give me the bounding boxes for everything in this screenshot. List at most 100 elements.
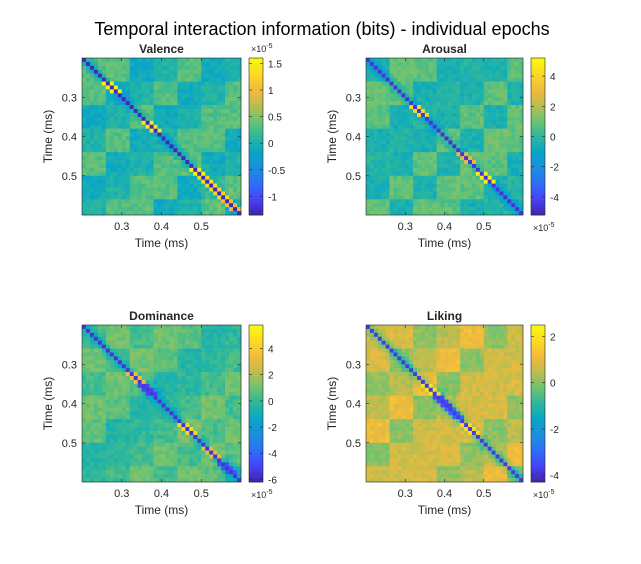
heatmap-cell: [401, 112, 406, 118]
heatmap-cell: [420, 109, 426, 114]
heatmap-cell: [105, 199, 111, 204]
heatmap-cell: [169, 132, 174, 137]
heatmap-cell: [121, 105, 127, 110]
heatmap-cell: [213, 179, 218, 184]
heatmap-cell: [145, 379, 150, 385]
heatmap-cell: [129, 109, 134, 114]
heatmap-cell: [471, 97, 477, 102]
heatmap-cell: [97, 199, 103, 204]
heatmap-cell: [105, 352, 111, 357]
heatmap-cell: [436, 175, 441, 180]
heatmap-cell: [161, 124, 166, 129]
heatmap-cell: [101, 454, 107, 459]
heatmap-cell: [137, 81, 142, 86]
heatmap-cell: [409, 191, 414, 196]
colorbar-segment: [531, 138, 545, 142]
heatmap-cell: [117, 160, 123, 165]
heatmap-cell: [105, 160, 111, 165]
heatmap-cell: [153, 207, 158, 212]
heatmap-cell: [209, 360, 214, 365]
heatmap-cell: [405, 89, 410, 94]
heatmap-cell: [456, 93, 461, 98]
heatmap-cell: [161, 167, 166, 173]
heatmap-cell: [229, 419, 234, 424]
heatmap-cell: [117, 109, 123, 114]
heatmap-cell: [181, 211, 186, 216]
heatmap-cell: [85, 344, 91, 349]
heatmap-cell: [460, 179, 465, 184]
heatmap-cell: [133, 116, 138, 122]
heatmap-cell: [511, 171, 516, 177]
heatmap-cell: [125, 58, 130, 63]
heatmap-cell: [121, 199, 127, 204]
heatmap-cell: [82, 112, 87, 118]
heatmap-cell: [221, 434, 226, 440]
heatmap-cell: [432, 61, 437, 67]
heatmap-cell: [173, 183, 178, 188]
heatmap-cell: [85, 136, 91, 141]
heatmap-cell: [460, 199, 465, 204]
heatmap-cell: [82, 58, 87, 63]
heatmap-cell: [113, 171, 119, 177]
heatmap-cell: [197, 65, 202, 71]
heatmap-cell: [149, 376, 154, 381]
heatmap-cell: [181, 372, 186, 377]
heatmap-cell: [177, 383, 182, 389]
heatmap-cell: [137, 411, 142, 416]
heatmap-cell: [448, 160, 453, 165]
heatmap-cell: [237, 144, 242, 149]
heatmap-cell: [165, 191, 170, 196]
heatmap-cell: [89, 356, 95, 361]
heatmap-cell: [181, 124, 186, 129]
colorbar-segment: [249, 151, 263, 155]
colorbar-segment: [531, 195, 545, 199]
heatmap-cell: [161, 171, 166, 177]
heatmap-cell: [185, 419, 190, 424]
heatmap-cell: [177, 211, 182, 216]
heatmap-cell: [499, 156, 504, 161]
heatmap-cell: [389, 183, 394, 188]
heatmap-cell: [464, 89, 469, 94]
heatmap-cell: [141, 344, 146, 349]
heatmap-cell: [121, 124, 127, 129]
heatmap-cell: [129, 148, 134, 153]
heatmap-cell: [149, 199, 154, 204]
heatmap-cell: [82, 372, 87, 377]
heatmap-cell: [85, 348, 91, 353]
heatmap-cell: [177, 175, 182, 180]
heatmap-cell: [409, 128, 414, 133]
heatmap-cell: [149, 340, 154, 345]
heatmap-cell: [487, 163, 492, 169]
heatmap-cell: [129, 466, 134, 471]
heatmap-cell: [125, 93, 130, 98]
heatmap-cell: [82, 116, 87, 122]
heatmap-cell: [519, 167, 524, 173]
heatmap-cell: [499, 207, 504, 212]
heatmap-cell: [165, 112, 170, 118]
heatmap-cell: [82, 450, 87, 455]
heatmap-cell: [237, 65, 242, 71]
heatmap-cell: [436, 163, 441, 169]
heatmap-cell: [129, 462, 134, 467]
heatmap-cell: [499, 116, 504, 122]
heatmap-cell: [440, 191, 445, 196]
heatmap-cell: [117, 376, 123, 381]
heatmap-cell: [225, 340, 230, 345]
colorbar-segment: [249, 124, 263, 128]
heatmap-cell: [385, 195, 390, 200]
heatmap-cell: [401, 77, 406, 82]
heatmap-cell: [177, 470, 182, 475]
heatmap-cell: [137, 199, 142, 204]
heatmap-cell: [117, 120, 123, 126]
heatmap-cell: [491, 85, 496, 90]
heatmap-cell: [105, 183, 111, 188]
heatmap-cell: [389, 167, 394, 173]
heatmap-cell: [393, 160, 398, 165]
x-tick-label: 0.4: [437, 221, 452, 233]
heatmap-cell: [113, 478, 119, 483]
heatmap-cell: [401, 105, 406, 110]
heatmap-cell: [205, 379, 210, 385]
heatmap-cell: [440, 207, 445, 212]
heatmap-cell: [209, 81, 214, 86]
heatmap-cell: [385, 61, 390, 67]
